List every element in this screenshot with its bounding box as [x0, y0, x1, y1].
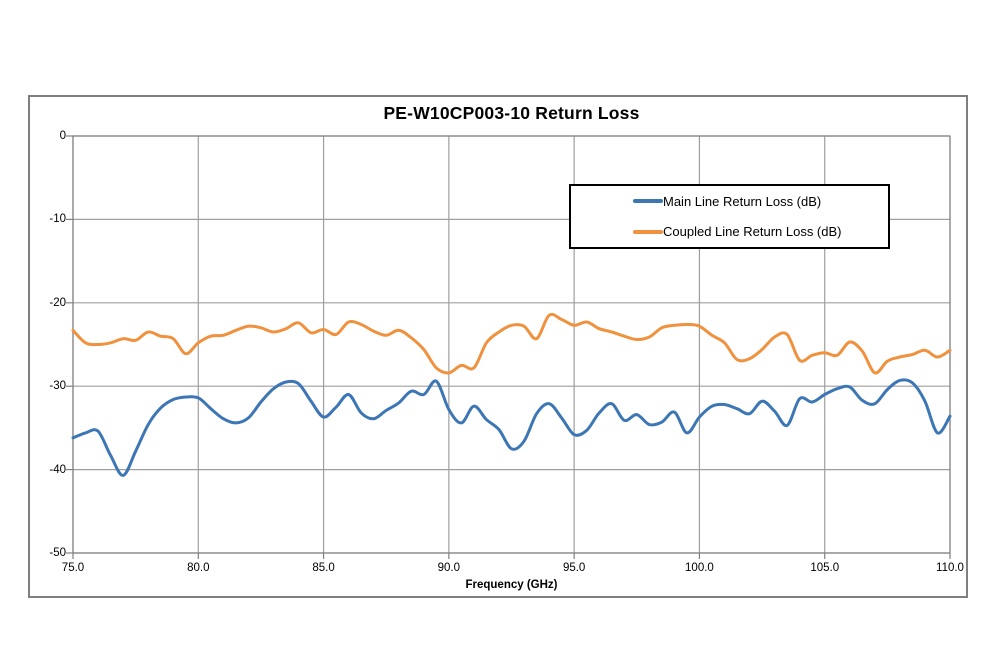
x-tick-label: 100.0	[685, 562, 714, 574]
main-line-swatch-icon	[633, 199, 663, 204]
legend-item-coupled-line: Coupled Line Return Loss (dB)	[571, 224, 888, 239]
x-tick-label: 105.0	[810, 562, 840, 574]
y-tick-label: -40	[49, 463, 66, 476]
x-tick-label: 110.0	[936, 562, 964, 574]
plot-border	[72, 135, 951, 554]
y-tick-label: -30	[49, 380, 66, 393]
coupled-line-series	[71, 312, 952, 375]
x-tick-label: 90.0	[437, 562, 461, 574]
x-tick-label: 75.0	[61, 562, 85, 574]
legend-item-main-line: Main Line Return Loss (dB)	[571, 194, 888, 209]
legend: Main Line Return Loss (dB) Coupled Line …	[569, 184, 890, 249]
x-tick-label: 95.0	[562, 562, 586, 574]
legend-label-coupled-line: Coupled Line Return Loss (dB)	[663, 224, 842, 240]
x-tick-label: 80.0	[187, 562, 210, 574]
main-line-series	[71, 378, 952, 477]
legend-label-main-line: Main Line Return Loss (dB)	[663, 193, 822, 209]
y-tick-label: -50	[49, 547, 66, 559]
x-axis-title: Frequency (GHz)	[465, 579, 558, 591]
coupled-line-swatch-icon	[633, 229, 663, 234]
y-tick-label: 0	[59, 130, 66, 142]
y-tick-label: -20	[49, 296, 66, 309]
chart-frame	[28, 95, 968, 598]
chart-title: PE-W10CP003-10 Return Loss	[383, 103, 640, 123]
x-tick-label: 85.0	[312, 562, 335, 574]
y-tick-label: -10	[49, 213, 66, 226]
